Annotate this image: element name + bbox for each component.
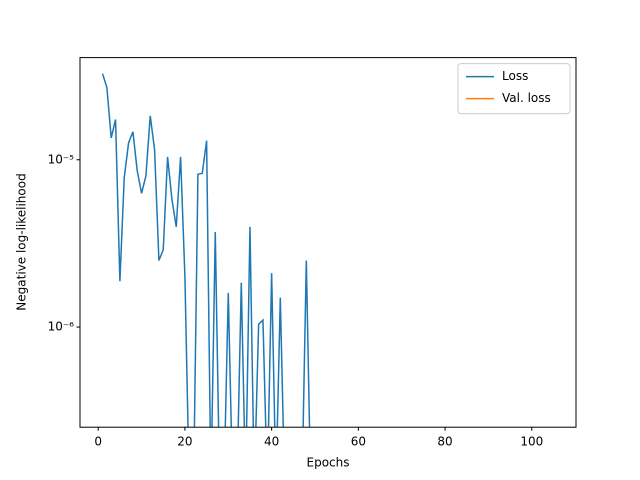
y-tick-label: 10⁻⁶ [48,320,75,334]
y-axis-label: Negative log-likelihood [15,173,29,310]
x-tick-label: 40 [264,435,279,449]
x-tick-label: 20 [177,435,192,449]
legend-label: Loss [502,69,528,83]
x-axis-label: Epochs [307,456,350,470]
x-tick-label: 0 [94,435,102,449]
x-tick-label: 100 [520,435,543,449]
series-line [101,73,311,428]
legend-label: Val. loss [502,91,551,105]
x-tick-label: 60 [351,435,366,449]
plot-area [101,73,311,428]
x-tick-label: 80 [437,435,452,449]
axes-frame [79,57,577,428]
y-tick-label: 10⁻⁵ [48,152,75,166]
